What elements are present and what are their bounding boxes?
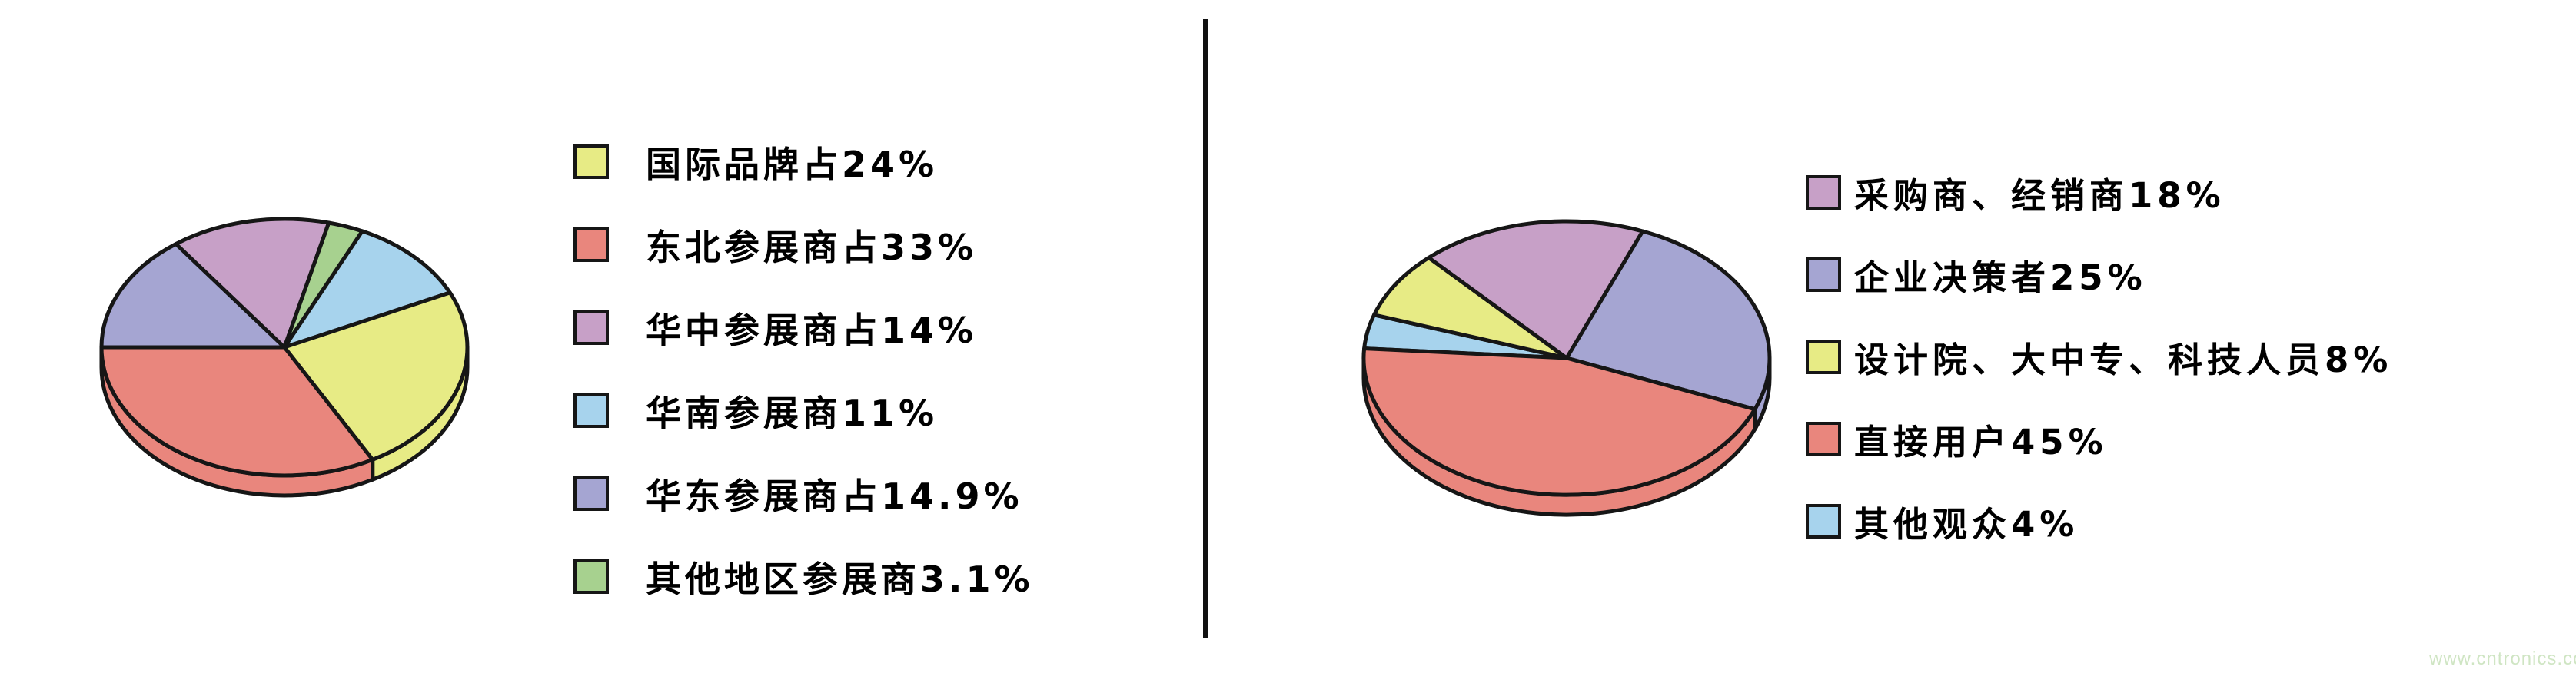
legend-item: 华东参展商占14.9% bbox=[573, 476, 1034, 517]
legend-swatch-lightblue bbox=[573, 393, 609, 428]
legend-label: 华东参展商占14.9% bbox=[646, 475, 1023, 517]
left-pie-chart bbox=[99, 217, 470, 498]
legend-swatch-yellow bbox=[1806, 340, 1841, 374]
legend-item: 其他观众4% bbox=[1806, 504, 2392, 545]
legend-swatch-periwinkle bbox=[573, 476, 609, 511]
legend-label: 设计院、大中专、科技人员8% bbox=[1854, 340, 2393, 380]
pie-slice-设计院、大中专、科技人员 bbox=[1372, 255, 1569, 360]
vertical-divider bbox=[1203, 19, 1208, 638]
right-pie-legend: 采购商、经销商18% 企业决策者25% 设计院、大中专、科技人员8% 直接用户4… bbox=[1806, 175, 2392, 586]
legend-label: 其他地区参展商3.1% bbox=[646, 558, 1034, 600]
legend-label: 东北参展商占33% bbox=[646, 226, 978, 268]
legend-swatch-salmon bbox=[1806, 422, 1841, 456]
pie-slice-华中参展商 bbox=[174, 217, 331, 350]
legend-item: 设计院、大中专、科技人员8% bbox=[1806, 340, 2392, 380]
pie-slice-华东参展商 bbox=[99, 242, 287, 350]
legend-label: 华中参展商占14% bbox=[646, 309, 978, 351]
legend-item: 直接用户45% bbox=[1806, 422, 2392, 462]
legend-item: 国际品牌占24% bbox=[573, 144, 1034, 185]
pie-slice-直接用户 bbox=[1361, 346, 1757, 497]
legend-label: 采购商、经销商18% bbox=[1854, 175, 2225, 216]
pie-slice-国际品牌 bbox=[282, 290, 470, 462]
watermark: www.cntronics.com bbox=[2429, 648, 2576, 669]
pie-slice-企业决策者 bbox=[1564, 229, 1772, 412]
legend-item: 东北参展商占33% bbox=[573, 227, 1034, 268]
legend-label: 直接用户45% bbox=[1854, 422, 2108, 462]
legend-swatch-salmon bbox=[573, 227, 609, 262]
legend-swatch-mauve bbox=[573, 310, 609, 345]
legend-item: 华中参展商占14% bbox=[573, 310, 1034, 351]
legend-swatch-lightblue bbox=[1806, 504, 1841, 539]
legend-label: 华南参展商11% bbox=[646, 392, 939, 434]
legend-item: 华南参展商11% bbox=[573, 393, 1034, 434]
pie-slice-东北参展商 bbox=[99, 345, 375, 478]
legend-swatch-yellow bbox=[573, 144, 609, 179]
legend-item: 企业决策者25% bbox=[1806, 257, 2392, 298]
pie-slice-采购商、经销商 bbox=[1427, 219, 1645, 360]
legend-label: 其他观众4% bbox=[1854, 504, 2079, 545]
pie-slice-华南参展商 bbox=[282, 229, 452, 350]
left-pie-legend: 国际品牌占24% 东北参展商占33% 华中参展商占14% 华南参展商11% 华东… bbox=[573, 144, 1034, 642]
legend-swatch-mauve bbox=[1806, 175, 1841, 210]
legend-swatch-green bbox=[573, 559, 609, 594]
legend-item: 采购商、经销商18% bbox=[1806, 175, 2392, 216]
right-pie-chart bbox=[1361, 219, 1772, 517]
legend-label: 企业决策者25% bbox=[1854, 257, 2147, 298]
legend-swatch-periwinkle bbox=[1806, 257, 1841, 292]
legend-label: 国际品牌占24% bbox=[646, 143, 939, 185]
legend-item: 其他地区参展商3.1% bbox=[573, 559, 1034, 600]
